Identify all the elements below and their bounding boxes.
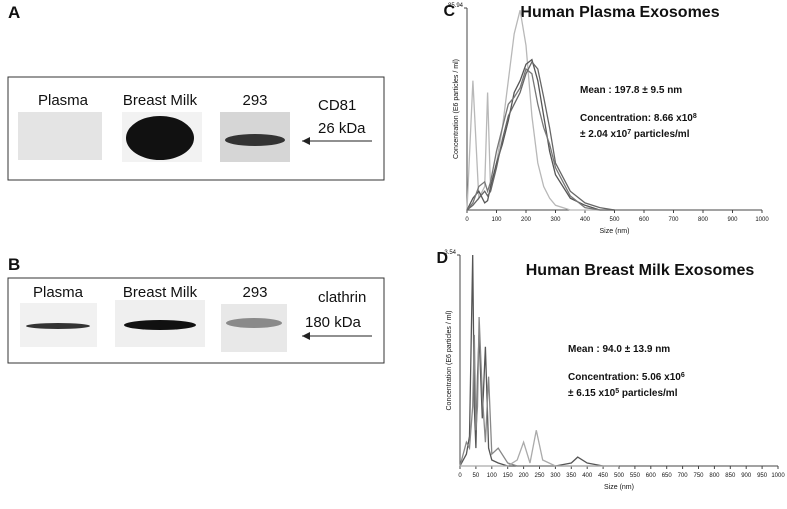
annotation-part: 6 (681, 372, 685, 379)
size-curve (466, 58, 615, 211)
x-axis-label: Size (nm) (604, 484, 634, 491)
y-tick-label: 85.94 (448, 3, 464, 9)
size-curve (459, 254, 619, 467)
size-curve (460, 430, 619, 467)
annotation-part: 8 (693, 113, 697, 120)
x-axis-label: Size (nm) (600, 228, 630, 235)
lane-label: Breast Milk (123, 92, 198, 109)
x-tick-label: 300 (550, 473, 561, 479)
band (226, 318, 282, 328)
panel-label: D (436, 250, 448, 267)
size-curve (466, 67, 615, 211)
y-tick-label: 3.54 (444, 250, 456, 256)
annotation: Mean : 197.8 ± 9.5 nm (580, 85, 682, 96)
x-tick-label: 0 (465, 217, 469, 223)
band (124, 320, 196, 330)
x-tick-label: 900 (741, 473, 752, 479)
y-axis-label: Concentration (E6 particles / ml) (453, 59, 460, 159)
x-tick-label: 850 (725, 473, 736, 479)
x-tick-label: 950 (757, 473, 768, 479)
x-tick-label: 800 (709, 473, 720, 479)
size-label: 180 kDa (305, 314, 362, 331)
chart-title: Human Breast Milk Exosomes (526, 262, 755, 279)
x-tick-label: 350 (566, 473, 577, 479)
blot (18, 112, 102, 160)
annotation-part: Mean : 197.8 ± 9.5 nm (580, 85, 682, 96)
lane-label: Plasma (33, 284, 84, 301)
x-tick-label: 900 (727, 217, 738, 223)
x-tick-label: 1000 (755, 217, 769, 223)
annotation-part: particles/ml (631, 129, 690, 140)
y-axis-label: Concentration (E6 particles / ml) (446, 311, 453, 411)
annotation: Concentration: 5.06 x106 (568, 372, 685, 384)
annotation-part: 7 (627, 129, 631, 136)
x-tick-label: 300 (550, 217, 561, 223)
x-tick-label: 200 (519, 473, 530, 479)
lane-label: 293 (242, 284, 267, 301)
marker-label: CD81 (318, 97, 356, 114)
lane-label: Plasma (38, 92, 89, 109)
x-tick-label: 700 (678, 473, 689, 479)
band (26, 323, 90, 329)
x-tick-label: 650 (662, 473, 673, 479)
x-tick-label: 150 (503, 473, 514, 479)
annotation: ± 6.15 x105 particles/ml (568, 388, 678, 400)
x-tick-label: 250 (534, 473, 545, 479)
panel-frame (7, 277, 385, 364)
size-curve (466, 10, 615, 211)
annotation-part: Concentration: 8.66 x10 (580, 113, 693, 124)
annotation-part: Concentration: 5.06 x10 (568, 372, 681, 383)
x-tick-label: 600 (646, 473, 657, 479)
band (126, 116, 194, 160)
annotation-part: Mean : 94.0 ± 13.9 nm (568, 344, 670, 355)
x-tick-label: 100 (491, 217, 502, 223)
annotation-part: 5 (615, 388, 619, 395)
arrow-head (302, 332, 310, 340)
panel-label: A (8, 3, 20, 22)
x-tick-label: 400 (582, 473, 593, 479)
x-tick-label: 450 (598, 473, 609, 479)
x-tick-label: 550 (630, 473, 641, 479)
chart-title: Human Plasma Exosomes (520, 4, 719, 21)
x-tick-label: 600 (639, 217, 650, 223)
annotation: Concentration: 8.66 x108 (580, 113, 697, 125)
size-curve (466, 60, 615, 211)
panel-frame (7, 76, 385, 181)
lane-label: Breast Milk (123, 284, 198, 301)
x-tick-label: 700 (668, 217, 679, 223)
x-tick-label: 100 (487, 473, 498, 479)
marker-label: clathrin (318, 289, 366, 306)
annotation: Mean : 94.0 ± 13.9 nm (568, 344, 670, 355)
arrow-head (302, 137, 310, 145)
panel-label: B (8, 255, 20, 274)
x-tick-label: 1000 (771, 473, 785, 479)
annotation-part: ± 2.04 x10 (580, 129, 628, 140)
band (225, 134, 285, 146)
annotation-part: particles/ml (619, 388, 678, 399)
size-label: 26 kDa (318, 120, 366, 137)
x-tick-label: 0 (458, 473, 462, 479)
annotation: ± 2.04 x107 particles/ml (580, 129, 690, 141)
x-tick-label: 200 (521, 217, 532, 223)
x-tick-label: 50 (473, 473, 480, 479)
x-tick-label: 400 (580, 217, 591, 223)
annotation-part: ± 6.15 x10 (568, 388, 616, 399)
lane-label: 293 (242, 92, 267, 109)
x-tick-label: 750 (693, 473, 704, 479)
x-tick-label: 500 (609, 217, 620, 223)
x-tick-label: 800 (698, 217, 709, 223)
x-tick-label: 500 (614, 473, 625, 479)
panel-label: C (443, 3, 455, 20)
